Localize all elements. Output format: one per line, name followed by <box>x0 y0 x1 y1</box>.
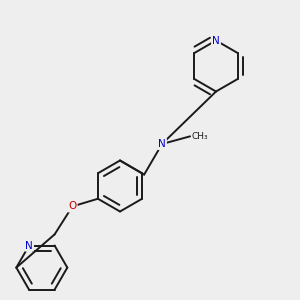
Text: N: N <box>25 241 33 250</box>
Text: O: O <box>68 201 76 212</box>
Text: CH₃: CH₃ <box>192 132 208 141</box>
Text: N: N <box>212 35 220 46</box>
Text: N: N <box>158 139 166 149</box>
